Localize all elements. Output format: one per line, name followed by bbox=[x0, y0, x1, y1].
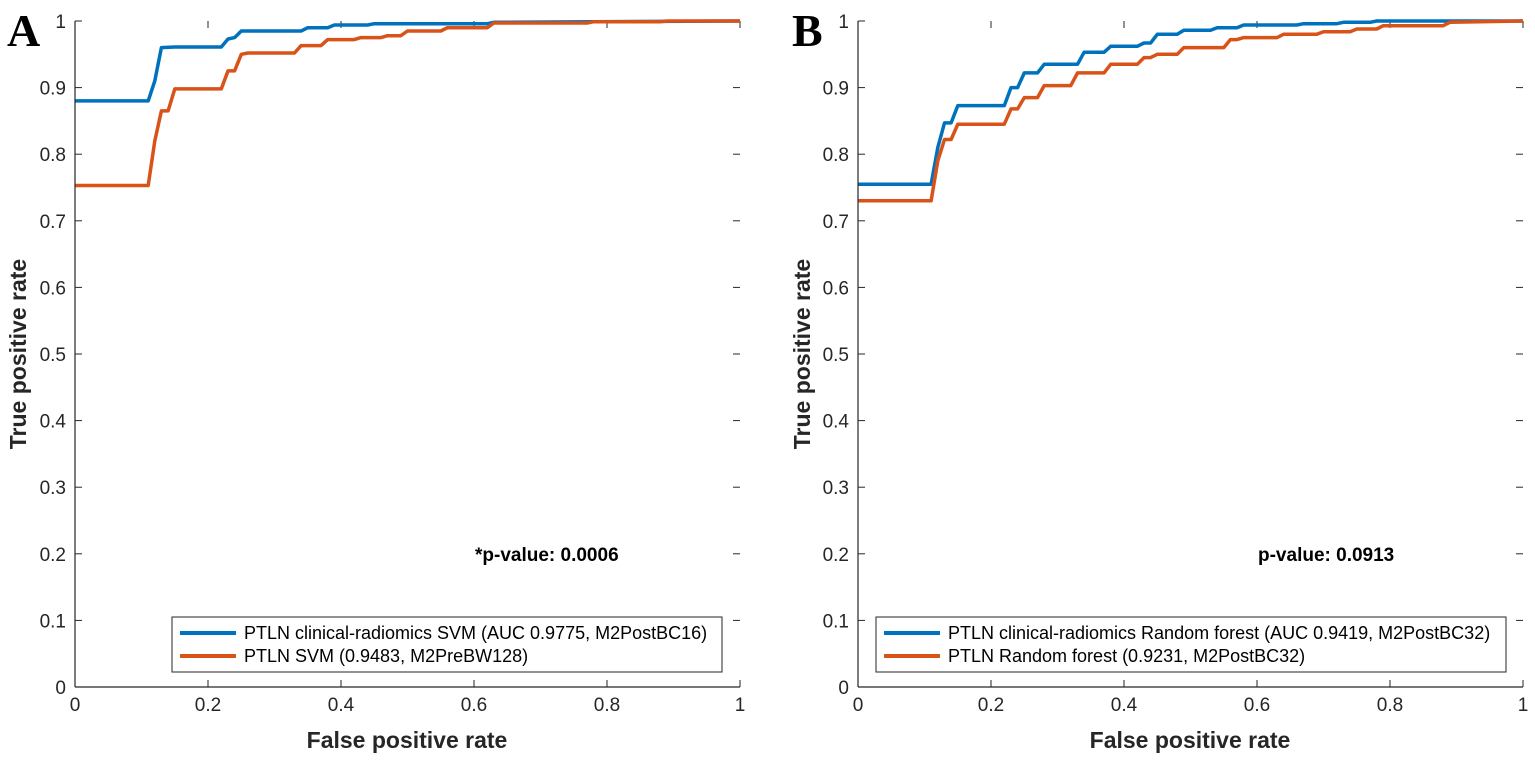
x-tick-labels: 0 0.2 0.4 0.6 0.8 1 bbox=[70, 695, 746, 716]
legend-label-series-1: PTLN clinical-radiomics Random forest (A… bbox=[948, 623, 1490, 643]
roc-curve-series-1 bbox=[858, 19, 1523, 186]
p-value-annotation: *p-value: 0.0006 bbox=[475, 545, 619, 566]
y-tick-label: 0.3 bbox=[823, 478, 849, 499]
y-tick-label: 0.3 bbox=[40, 478, 66, 499]
y-tick-labels: 0 0.1 0.2 0.3 0.4 0.5 0.6 0.7 0.8 0.9 1 bbox=[823, 12, 850, 699]
panel-b: 0 0.2 0.4 0.6 0.8 1 0 0.1 0.2 0.3 0.4 0.5 0.6 0.7 0.8… bbox=[789, 5, 1528, 753]
y-tick-label: 0.4 bbox=[823, 412, 850, 433]
y-axis-title: True positive rate bbox=[789, 259, 815, 449]
y-tick-label: 0.8 bbox=[823, 145, 849, 166]
y-tick-label: 0.6 bbox=[823, 278, 849, 299]
x-tick-label: 0.8 bbox=[594, 695, 620, 716]
y-tick-label: 0.1 bbox=[40, 611, 66, 632]
x-tick-labels: 0 0.2 0.4 0.6 0.8 1 bbox=[853, 695, 1529, 716]
y-tick-label: 0.9 bbox=[40, 79, 66, 100]
p-value-annotation: p-value: 0.0913 bbox=[1258, 545, 1394, 566]
x-tick-label: 0.4 bbox=[1111, 695, 1138, 716]
y-tick-label: 0.4 bbox=[40, 412, 67, 433]
x-tick-label: 0.2 bbox=[195, 695, 221, 716]
legend-box bbox=[171, 616, 723, 673]
legend-label-series-1: PTLN clinical-radiomics SVM (AUC 0.9775,… bbox=[244, 623, 707, 643]
panel-label-b: B bbox=[792, 5, 823, 56]
y-tick-label: 0.9 bbox=[823, 79, 849, 100]
legend-label-series-2: PTLN SVM (0.9483, M2PreBW128) bbox=[244, 646, 528, 666]
y-tick-label: 0.5 bbox=[823, 345, 849, 366]
roc-curve-series-2 bbox=[75, 19, 740, 188]
y-tick-label: 0 bbox=[838, 678, 849, 699]
y-axis-title: True positive rate bbox=[5, 259, 31, 449]
x-tick-label: 1 bbox=[1518, 695, 1529, 716]
panel-label-a: A bbox=[7, 5, 40, 56]
y-tick-label: 0.2 bbox=[40, 545, 66, 566]
x-tick-label: 0 bbox=[853, 695, 864, 716]
y-tick-label: 0.2 bbox=[823, 545, 849, 566]
x-tick-label: 0.2 bbox=[978, 695, 1004, 716]
y-tick-label: 0.1 bbox=[823, 611, 849, 632]
y-tick-label: 0.6 bbox=[40, 278, 66, 299]
panel-a: 0 0.2 0.4 0.6 0.8 1 0 0.1 0.2 0.3 0.4 0.5 0.6 0.7 0.8… bbox=[5, 5, 745, 753]
y-tick-label: 1 bbox=[55, 12, 66, 33]
plot-area bbox=[75, 21, 740, 687]
x-tick-label: 0.4 bbox=[328, 695, 355, 716]
legend: PTLN clinical-radiomics SVM (AUC 0.9775,… bbox=[171, 616, 723, 673]
series-layer bbox=[75, 19, 741, 188]
roc-curve-series-2 bbox=[858, 19, 1524, 203]
x-axis-title: False positive rate bbox=[307, 727, 508, 753]
x-tick-label: 0.6 bbox=[1244, 695, 1270, 716]
x-axis-title: False positive rate bbox=[1090, 727, 1291, 753]
x-tick-label: 1 bbox=[735, 695, 746, 716]
y-tick-label: 0.5 bbox=[40, 345, 66, 366]
plot-area bbox=[858, 21, 1523, 687]
roc-curve-series-1 bbox=[75, 19, 741, 103]
y-tick-label: 0.7 bbox=[40, 212, 66, 233]
legend-box bbox=[875, 616, 1507, 673]
series-layer bbox=[858, 19, 1524, 203]
x-tick-label: 0.6 bbox=[461, 695, 487, 716]
y-tick-labels: 0 0.1 0.2 0.3 0.4 0.5 0.6 0.7 0.8 0.9 1 bbox=[40, 12, 67, 699]
x-tick-label: 0.8 bbox=[1377, 695, 1403, 716]
legend: PTLN clinical-radiomics Random forest (A… bbox=[875, 616, 1507, 673]
y-tick-label: 0.8 bbox=[40, 145, 66, 166]
y-tick-label: 0 bbox=[55, 678, 66, 699]
y-tick-label: 0.7 bbox=[823, 212, 849, 233]
x-tick-label: 0 bbox=[70, 695, 81, 716]
legend-label-series-2: PTLN Random forest (0.9231, M2PostBC32) bbox=[948, 646, 1305, 666]
y-tick-label: 1 bbox=[838, 12, 849, 33]
